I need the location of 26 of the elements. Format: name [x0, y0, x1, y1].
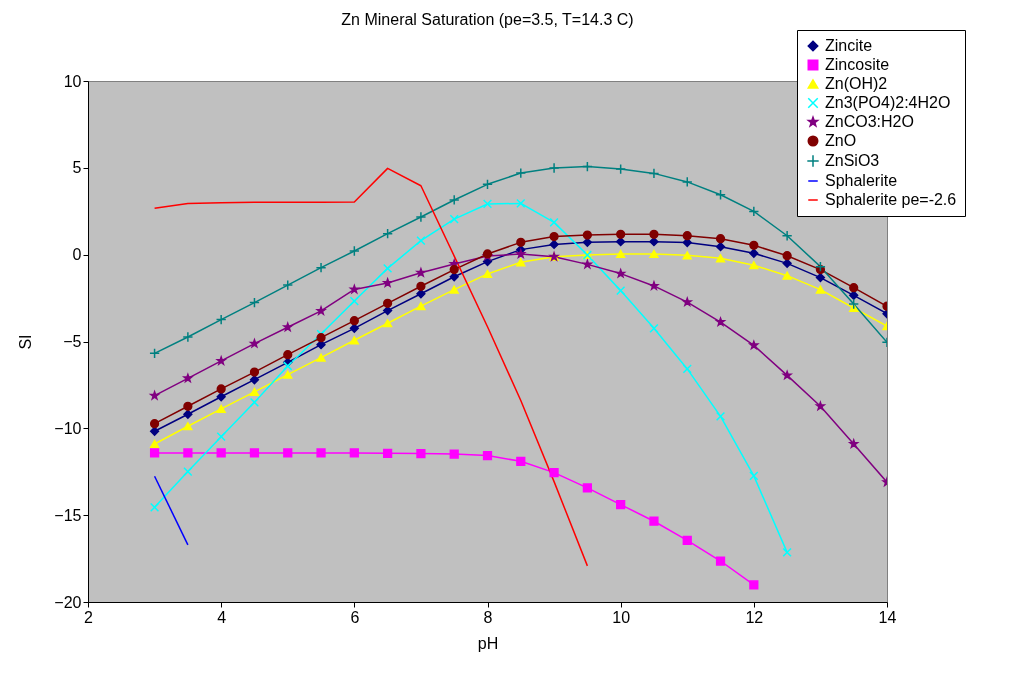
x-axis-title: pH: [477, 634, 499, 652]
legend-label: ZnSiO3: [825, 152, 880, 169]
y-tick-label: −20: [54, 593, 82, 611]
x-tick-label: 2: [84, 608, 94, 626]
legend-label: Zn3(PO4)2:4H2O: [825, 94, 951, 111]
x-tick-label: 4: [217, 608, 227, 626]
y-tick-label: 0: [72, 246, 82, 264]
y-tick-label: 10: [63, 72, 82, 90]
x-tick-label: 14: [878, 608, 897, 626]
legend-label: Sphalerite: [825, 172, 898, 189]
y-tick-label: 5: [72, 159, 82, 177]
y-tick-label: −10: [54, 419, 82, 437]
y-axis-title: SI: [17, 334, 35, 350]
x-tick-label: 8: [483, 608, 493, 626]
legend-label: Zincosite: [825, 56, 890, 73]
chart-title: Zn Mineral Saturation (pe=3.5, T=14.3 C): [341, 10, 634, 28]
legend-label: Sphalerite pe=-2.6: [825, 191, 957, 208]
legend-label: ZnCO3:H2O: [825, 113, 914, 130]
legend-label: ZnO: [825, 132, 857, 149]
y-tick-label: −5: [63, 333, 82, 350]
y-tick-label: −15: [54, 506, 82, 524]
legend-label: Zn(OH)2: [825, 75, 888, 92]
x-tick-label: 10: [612, 608, 631, 626]
x-tick-label: 6: [350, 608, 360, 626]
x-tick-label: 12: [745, 608, 764, 626]
legend-label: Zincite: [825, 37, 873, 54]
